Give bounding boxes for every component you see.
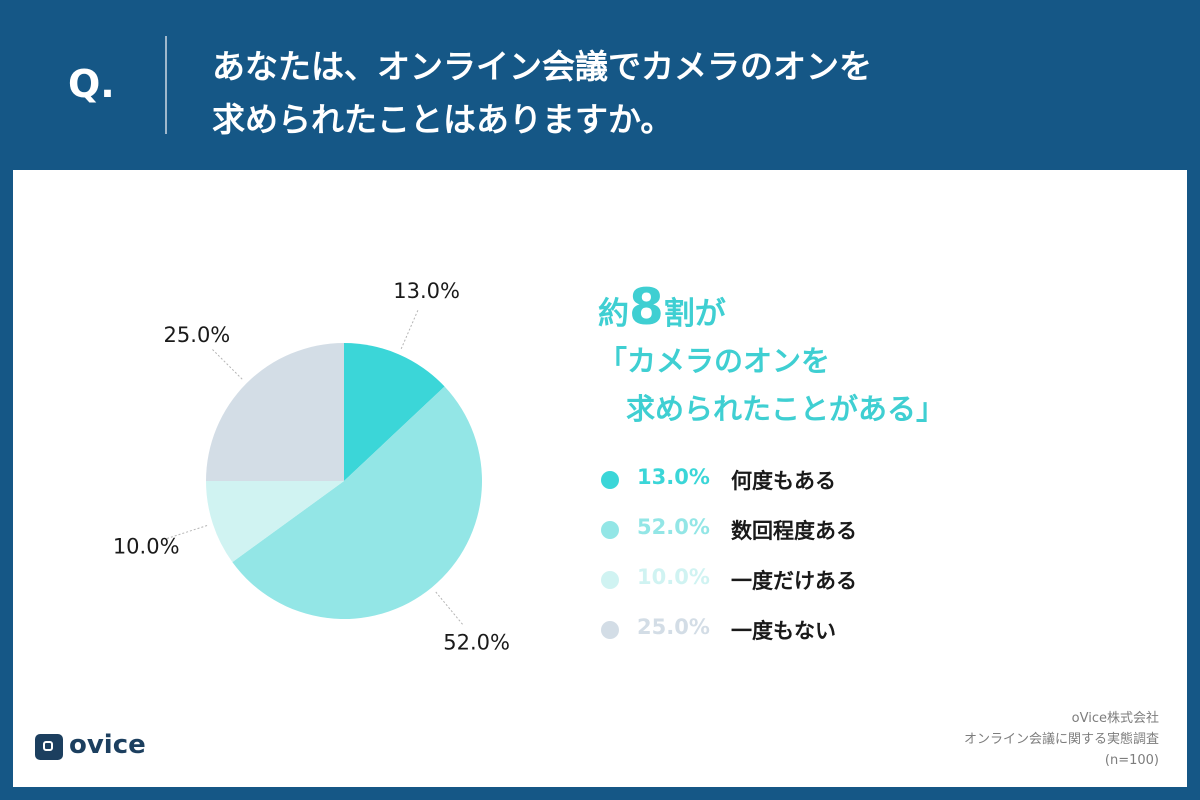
legend-label: 一度だけある bbox=[731, 569, 857, 593]
ovice-logo-icon bbox=[35, 734, 63, 760]
headline-number: 8 bbox=[629, 278, 664, 336]
pie-leader-line bbox=[400, 310, 419, 350]
ovice-logo: ovice bbox=[35, 730, 185, 770]
legend-label: 何度もある bbox=[731, 469, 836, 493]
chart-panel: 13.0% 52.0% 10.0% 25.0% 約8割が 「カメラのオンを 求められた… bbox=[13, 170, 1187, 787]
source-sample-size: (n=100) bbox=[1104, 753, 1159, 768]
logo-text: ovice bbox=[69, 730, 146, 760]
legend-dot-icon bbox=[601, 471, 619, 489]
legend-dot-icon bbox=[601, 571, 619, 589]
headline: 約8割が 「カメラのオンを 求められたことがある」 bbox=[598, 282, 945, 428]
source-company: oVice株式会社 bbox=[1071, 711, 1159, 726]
pie-percent-label: 52.0% bbox=[443, 630, 510, 654]
headline-quote-line-2: 求められたことがある」 bbox=[626, 392, 946, 426]
pie-chart: 13.0% 52.0% 10.0% 25.0% bbox=[113, 279, 510, 654]
legend-label: 一度もない bbox=[731, 619, 836, 643]
header: Q. あなたは、オンライン会議でカメラのオンを 求められたことはありますか。 bbox=[0, 0, 1200, 170]
pie-percent-label: 13.0% bbox=[393, 279, 460, 303]
source-survey: オンライン会議に関する実態調査 bbox=[963, 732, 1159, 747]
legend-label: 数回程度ある bbox=[731, 519, 857, 543]
pie-percent-label: 25.0% bbox=[164, 323, 231, 347]
question-text-line-2: 求められたことはありますか。 bbox=[212, 100, 674, 139]
legend-dot-icon bbox=[601, 521, 619, 539]
headline-quote-line-1: 「カメラのオンを bbox=[598, 344, 831, 378]
pie-leader-line bbox=[166, 525, 208, 539]
pie-slice bbox=[206, 481, 344, 563]
headline-suffix: 割が bbox=[663, 296, 726, 332]
legend-percent: 25.0% bbox=[637, 615, 710, 639]
pie-slice bbox=[344, 343, 445, 481]
legend-dot-icon bbox=[601, 621, 619, 639]
headline-main: 約8割が bbox=[598, 282, 945, 332]
headline-prefix: 約 bbox=[598, 296, 629, 332]
legend-percent: 10.0% bbox=[637, 565, 710, 589]
pie-leader-line bbox=[435, 591, 463, 625]
pie-slice bbox=[232, 386, 482, 619]
pie-slice bbox=[206, 343, 344, 481]
pie-leader-line bbox=[212, 349, 243, 380]
question-mark-label: Q. bbox=[68, 62, 115, 106]
legend-percent: 52.0% bbox=[637, 515, 710, 539]
pie-percent-label: 10.0% bbox=[113, 534, 180, 558]
question-text-line-1: あなたは、オンライン会議でカメラのオンを bbox=[212, 47, 872, 86]
source-note: oVice株式会社 オンライン会議に関する実態調査 (n=100) bbox=[964, 708, 1159, 771]
header-divider bbox=[165, 36, 167, 134]
legend-percent: 13.0% bbox=[637, 465, 710, 489]
